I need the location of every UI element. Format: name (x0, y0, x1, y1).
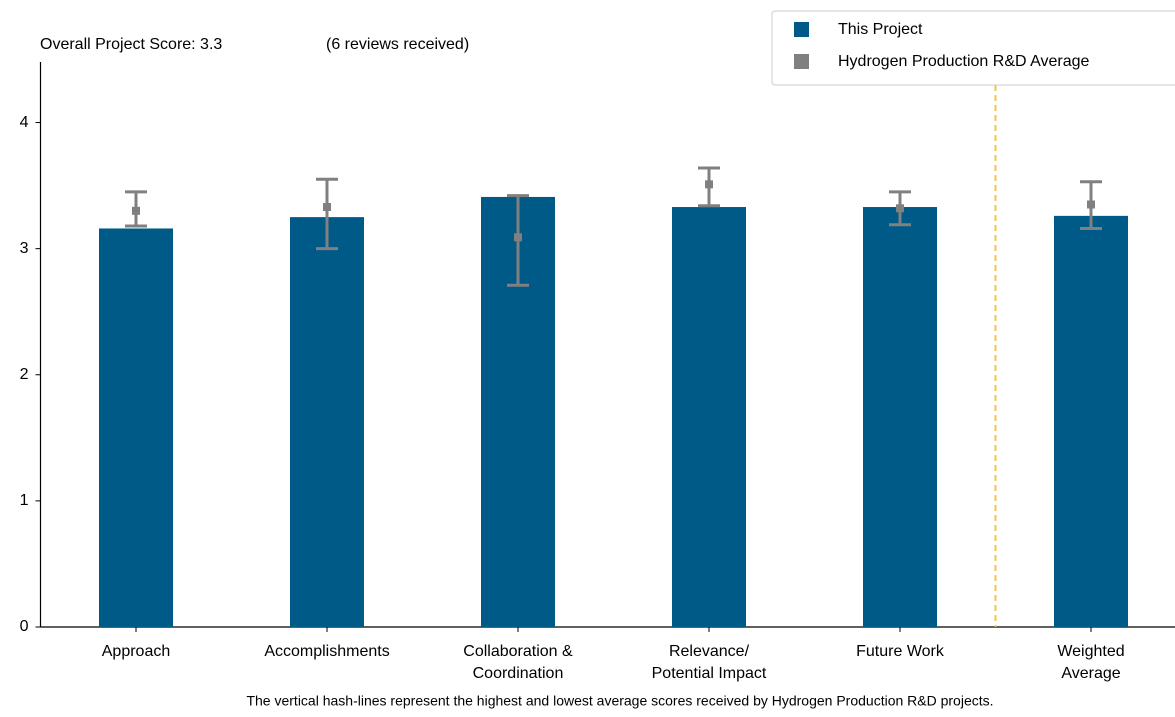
x-tick-label: Future Work (856, 643, 945, 660)
x-tick-label: Approach (102, 643, 171, 660)
chart-subtitle: (6 reviews received) (326, 36, 469, 53)
annotation: The vertical hash-lines represent the hi… (246, 693, 993, 709)
average-marker (323, 203, 331, 212)
x-tick-label: Weighted Average (1057, 643, 1124, 682)
average-marker (1087, 200, 1095, 209)
y-tick-label: 3 (20, 240, 29, 257)
legend-label: This Project (838, 21, 923, 38)
bar (1054, 215, 1128, 627)
bar (99, 228, 173, 628)
legend-box (771, 10, 1175, 86)
y-tick-label: 4 (20, 114, 29, 131)
average-marker (896, 204, 904, 213)
average-marker (132, 206, 140, 215)
bar (290, 217, 364, 627)
bar (863, 207, 937, 627)
y-tick-label: 1 (20, 492, 29, 509)
x-tick-label: Accomplishments (264, 643, 389, 660)
x-tick-label: Relevance/Potential Impact (652, 643, 767, 682)
legend-label: Hydrogen Production R&D Average (838, 53, 1090, 70)
bar (672, 207, 746, 627)
legend-swatch (794, 54, 809, 69)
y-tick-label: 2 (20, 366, 29, 383)
legend-swatch (794, 22, 809, 37)
y-tick-label: 0 (20, 618, 29, 635)
x-tick-label: Collaboration & Coordination (463, 643, 573, 682)
average-marker (514, 233, 522, 242)
chart-title: Overall Project Score: 3.3 (40, 36, 222, 53)
average-marker (705, 180, 713, 189)
